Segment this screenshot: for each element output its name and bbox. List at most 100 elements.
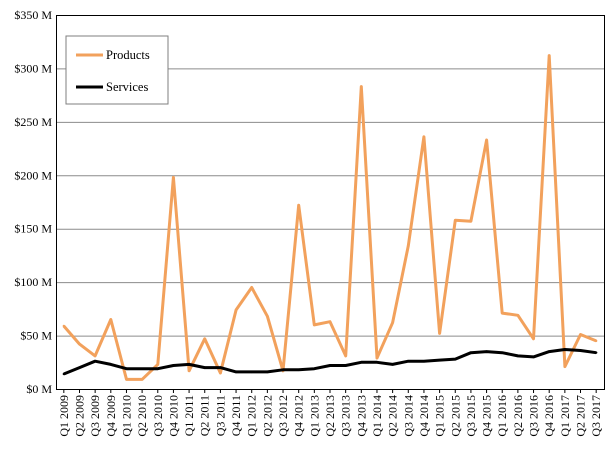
x-tick-label: Q3 2013 <box>339 395 353 437</box>
legend: Products Services <box>65 35 169 105</box>
data-point-products <box>516 314 520 317</box>
data-point-services <box>579 349 582 352</box>
x-tick-label: Q2 2012 <box>260 395 274 437</box>
data-point-products <box>579 333 582 336</box>
data-point-products <box>140 378 144 381</box>
data-point-products <box>125 378 128 381</box>
y-tick-label: $100 M <box>14 275 52 289</box>
data-point-products <box>250 286 253 289</box>
data-point-services <box>219 366 222 369</box>
data-point-products <box>109 318 113 321</box>
x-tick-label: Q1 2013 <box>307 395 321 437</box>
x-tick-label: Q1 2012 <box>245 395 259 437</box>
x-tick-label: Q2 2017 <box>574 395 588 437</box>
data-point-services <box>532 355 535 359</box>
y-tick-label: $300 M <box>14 61 52 75</box>
data-point-products <box>266 315 269 318</box>
data-point-services <box>156 367 159 370</box>
data-point-services <box>234 370 238 374</box>
data-point-services <box>250 370 253 374</box>
data-point-products <box>422 135 426 139</box>
plot-frame <box>56 15 605 390</box>
x-axis-tick-labels: Q1 2009 Q2 2009 Q3 2009 Q4 2009 Q1 2010 Q2 20… <box>57 389 603 437</box>
x-tick-label: Q1 2010 <box>119 395 133 437</box>
data-point-services <box>344 364 347 367</box>
x-tick-label: Q3 2012 <box>276 395 290 437</box>
x-tick-label: Q3 2011 <box>213 395 227 436</box>
series-lines <box>62 54 598 381</box>
data-point-services <box>469 351 473 354</box>
data-point-products <box>234 308 238 312</box>
x-tick-label: Q4 2012 <box>292 395 306 437</box>
data-point-services <box>93 360 97 363</box>
gridlines <box>56 68 604 337</box>
y-tick-label: $200 M <box>14 168 52 182</box>
data-point-products <box>78 342 81 346</box>
data-point-products <box>172 176 175 179</box>
data-point-services <box>172 364 175 367</box>
data-point-products <box>407 244 410 248</box>
data-point-services <box>62 372 66 376</box>
x-tick-label: Q2 2011 <box>198 395 212 436</box>
data-point-services <box>422 360 426 363</box>
x-tick-label: Q3 2009 <box>88 395 102 437</box>
data-point-services <box>485 350 488 353</box>
series-line-services <box>63 348 597 376</box>
x-tick-label: Q3 2016 <box>527 395 541 437</box>
data-point-services <box>187 363 191 366</box>
x-tick-label: Q2 2009 <box>72 395 86 437</box>
legend-label-services: Services <box>106 80 148 94</box>
data-point-services <box>78 366 81 369</box>
y-tick-label: $0 M <box>26 382 52 396</box>
data-point-services <box>360 361 363 364</box>
legend-box <box>65 35 169 105</box>
data-point-services <box>516 354 520 358</box>
data-point-products <box>548 54 551 57</box>
data-point-products <box>485 138 488 142</box>
data-point-services <box>203 366 206 369</box>
data-point-products <box>532 337 535 340</box>
data-point-products <box>391 321 394 324</box>
data-point-services <box>125 367 128 370</box>
data-point-products <box>328 320 332 323</box>
x-tick-label: Q2 2014 <box>386 395 400 437</box>
y-tick-label: $150 M <box>14 222 52 236</box>
y-tick-label: $250 M <box>14 115 52 129</box>
data-point-services <box>407 360 410 363</box>
x-tick-label: Q1 2017 <box>558 395 572 437</box>
x-tick-label: Q3 2015 <box>464 395 478 437</box>
data-point-products <box>375 356 379 360</box>
data-point-products <box>563 365 567 368</box>
y-tick-label: $50 M <box>20 329 52 343</box>
x-tick-label: Q4 2016 <box>542 395 556 437</box>
data-point-products <box>594 339 598 343</box>
data-point-products <box>156 363 159 366</box>
x-tick-label: Q3 2014 <box>401 395 415 437</box>
x-tick-label: Q3 2010 <box>151 395 165 437</box>
data-point-services <box>594 351 598 354</box>
x-tick-label: Q3 2017 <box>589 395 603 437</box>
x-tick-label: Q2 2013 <box>323 395 337 437</box>
x-tick-label: Q4 2011 <box>229 395 243 436</box>
data-point-products <box>219 371 222 375</box>
data-point-products <box>187 369 191 373</box>
data-point-services <box>313 367 316 370</box>
data-point-products <box>454 218 457 222</box>
data-point-services <box>140 367 144 370</box>
y-axis-tick-labels: $0 M $50 M $100 M $150 M $200 M $250 M $300 M $… <box>14 8 52 396</box>
data-point-services <box>548 350 551 353</box>
x-tick-label: Q4 2015 <box>480 395 494 437</box>
legend-label-products: Products <box>106 48 150 62</box>
x-tick-label: Q4 2014 <box>417 395 431 437</box>
x-tick-label: Q1 2015 <box>433 395 447 437</box>
data-point-products <box>501 311 504 315</box>
data-point-products <box>297 204 300 207</box>
data-point-products <box>203 337 206 340</box>
data-point-products <box>344 354 347 358</box>
x-tick-label: Q4 2013 <box>354 395 368 437</box>
data-point-services <box>297 368 300 371</box>
data-point-services <box>375 361 379 364</box>
x-tick-label: Q4 2009 <box>104 395 118 437</box>
x-tick-label: Q1 2014 <box>370 395 384 437</box>
